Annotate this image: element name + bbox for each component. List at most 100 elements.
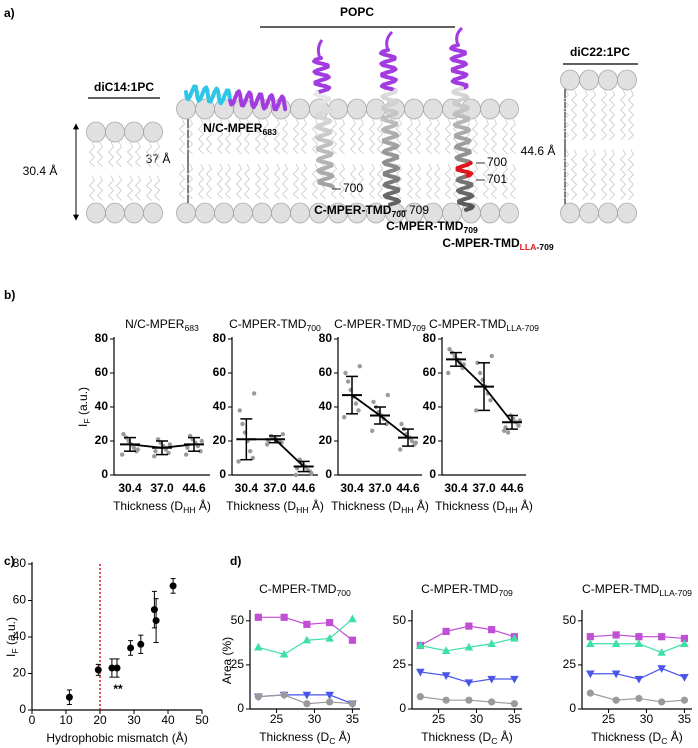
y-tick-label: 20 — [95, 433, 109, 447]
data-point — [65, 693, 73, 701]
panel-label: a) — [4, 6, 15, 20]
lipid-label: diC14:1PC — [94, 80, 154, 94]
marker — [441, 672, 451, 680]
helix-segment — [327, 183, 335, 189]
data-point — [131, 445, 137, 450]
data-point — [94, 666, 102, 674]
y-tick-label: 80 — [95, 331, 109, 345]
lipid-label: diC22:1PC — [570, 45, 630, 59]
data-point — [184, 452, 189, 457]
helix-tail — [316, 39, 324, 59]
marker — [611, 670, 621, 679]
label-text: C-MPER-TMD — [229, 317, 307, 331]
marker — [635, 694, 643, 703]
series-line — [258, 616, 353, 641]
data-point — [502, 428, 507, 433]
data-point — [198, 449, 203, 454]
x-tick-label: 30 — [308, 712, 322, 726]
y-axis-label: IF (a.u.) — [4, 617, 20, 657]
data-point — [265, 442, 270, 447]
lipid-head — [214, 202, 234, 224]
residue-label: 700 — [343, 181, 363, 195]
data-point — [475, 360, 480, 365]
lipid-head — [233, 202, 253, 224]
label-text: N/C-MPER — [125, 317, 185, 331]
marker — [416, 668, 425, 677]
data-point — [293, 472, 299, 478]
marker — [465, 622, 473, 630]
label-text: I — [76, 424, 90, 427]
data-point — [474, 408, 479, 413]
lipid-head — [404, 98, 424, 120]
lipid-head — [598, 69, 618, 91]
x-tick-label: 20 — [93, 713, 107, 727]
marker — [442, 627, 450, 635]
label-subscript: 683 — [184, 323, 199, 333]
marker — [612, 696, 620, 704]
x-axis-label: Thickness (DC Å) — [259, 729, 351, 746]
data-point — [409, 438, 415, 444]
peptide-label: C-MPER-TMDLLA-709 — [442, 236, 554, 252]
helix-segment — [463, 206, 474, 212]
label-text: C-MPER-TMD — [334, 317, 412, 331]
peptide-label: C-MPER-TMD709 — [386, 219, 478, 235]
data-point — [108, 664, 116, 672]
y-tick-label: 0 — [219, 467, 226, 481]
lipid-head — [598, 202, 618, 224]
marker — [254, 613, 262, 621]
y-tick-label: 0 — [325, 467, 332, 481]
lipid-head — [195, 202, 215, 224]
x-tick-label: 37.0 — [368, 481, 392, 495]
y-tick-label: 80 — [213, 331, 227, 345]
y-tick-label: 80 — [319, 331, 333, 345]
data-point — [399, 421, 404, 427]
y-tick-label: 80 — [423, 331, 437, 345]
label-subscript: 709 — [411, 323, 426, 333]
marker — [658, 698, 666, 706]
label-subscript: HH — [401, 505, 413, 515]
y-tick-label: 25 — [393, 657, 407, 671]
marker — [658, 633, 666, 641]
x-tick-label: 50 — [195, 713, 209, 727]
x-tick-label: 30 — [127, 713, 141, 727]
data-point — [153, 449, 158, 454]
data-point — [137, 640, 145, 648]
data-point — [280, 432, 285, 437]
x-tick-label: 10 — [59, 713, 73, 727]
y-tick-label: 0 — [19, 702, 26, 716]
y-tick-label: 0 — [101, 467, 108, 481]
data-point — [152, 617, 160, 625]
data-point — [356, 408, 361, 413]
lipid-head — [86, 121, 106, 143]
data-point — [477, 370, 483, 376]
label-text: Thickness (D — [435, 499, 505, 513]
lipid-tails — [178, 118, 517, 200]
y-tick-label: 20 — [13, 666, 27, 680]
marker — [416, 641, 425, 649]
lipid-head — [423, 98, 443, 120]
lipid-label: POPC — [340, 5, 374, 19]
label-subscript: 700 — [306, 323, 321, 333]
marker — [302, 691, 312, 700]
data-point — [251, 391, 257, 396]
x-axis-label: Thickness (DHH Å) — [113, 498, 211, 515]
marker — [254, 693, 262, 701]
lipid-head — [105, 121, 125, 143]
chart-title: C-MPER-TMD700 — [229, 317, 321, 333]
chart-title: C-MPER-TMD709 — [421, 582, 513, 598]
y-tick-label: 40 — [213, 399, 227, 413]
residue-label: 701 — [487, 172, 507, 186]
label-subscript: LLA-709 — [506, 323, 539, 333]
thickness-label: 30.4 Å — [23, 163, 58, 178]
y-tick-label: 25 — [563, 657, 577, 671]
x-tick-label: 30.4 — [340, 481, 364, 495]
data-point — [309, 471, 314, 476]
x-tick-label: 30.4 — [444, 481, 468, 495]
y-tick-label: 0 — [569, 701, 576, 715]
y-tick-label: 40 — [95, 399, 109, 413]
label-text: Thickness (D — [259, 730, 329, 744]
data-point — [167, 442, 172, 447]
label-text: N/C-MPER — [203, 121, 263, 135]
marker — [326, 618, 334, 627]
